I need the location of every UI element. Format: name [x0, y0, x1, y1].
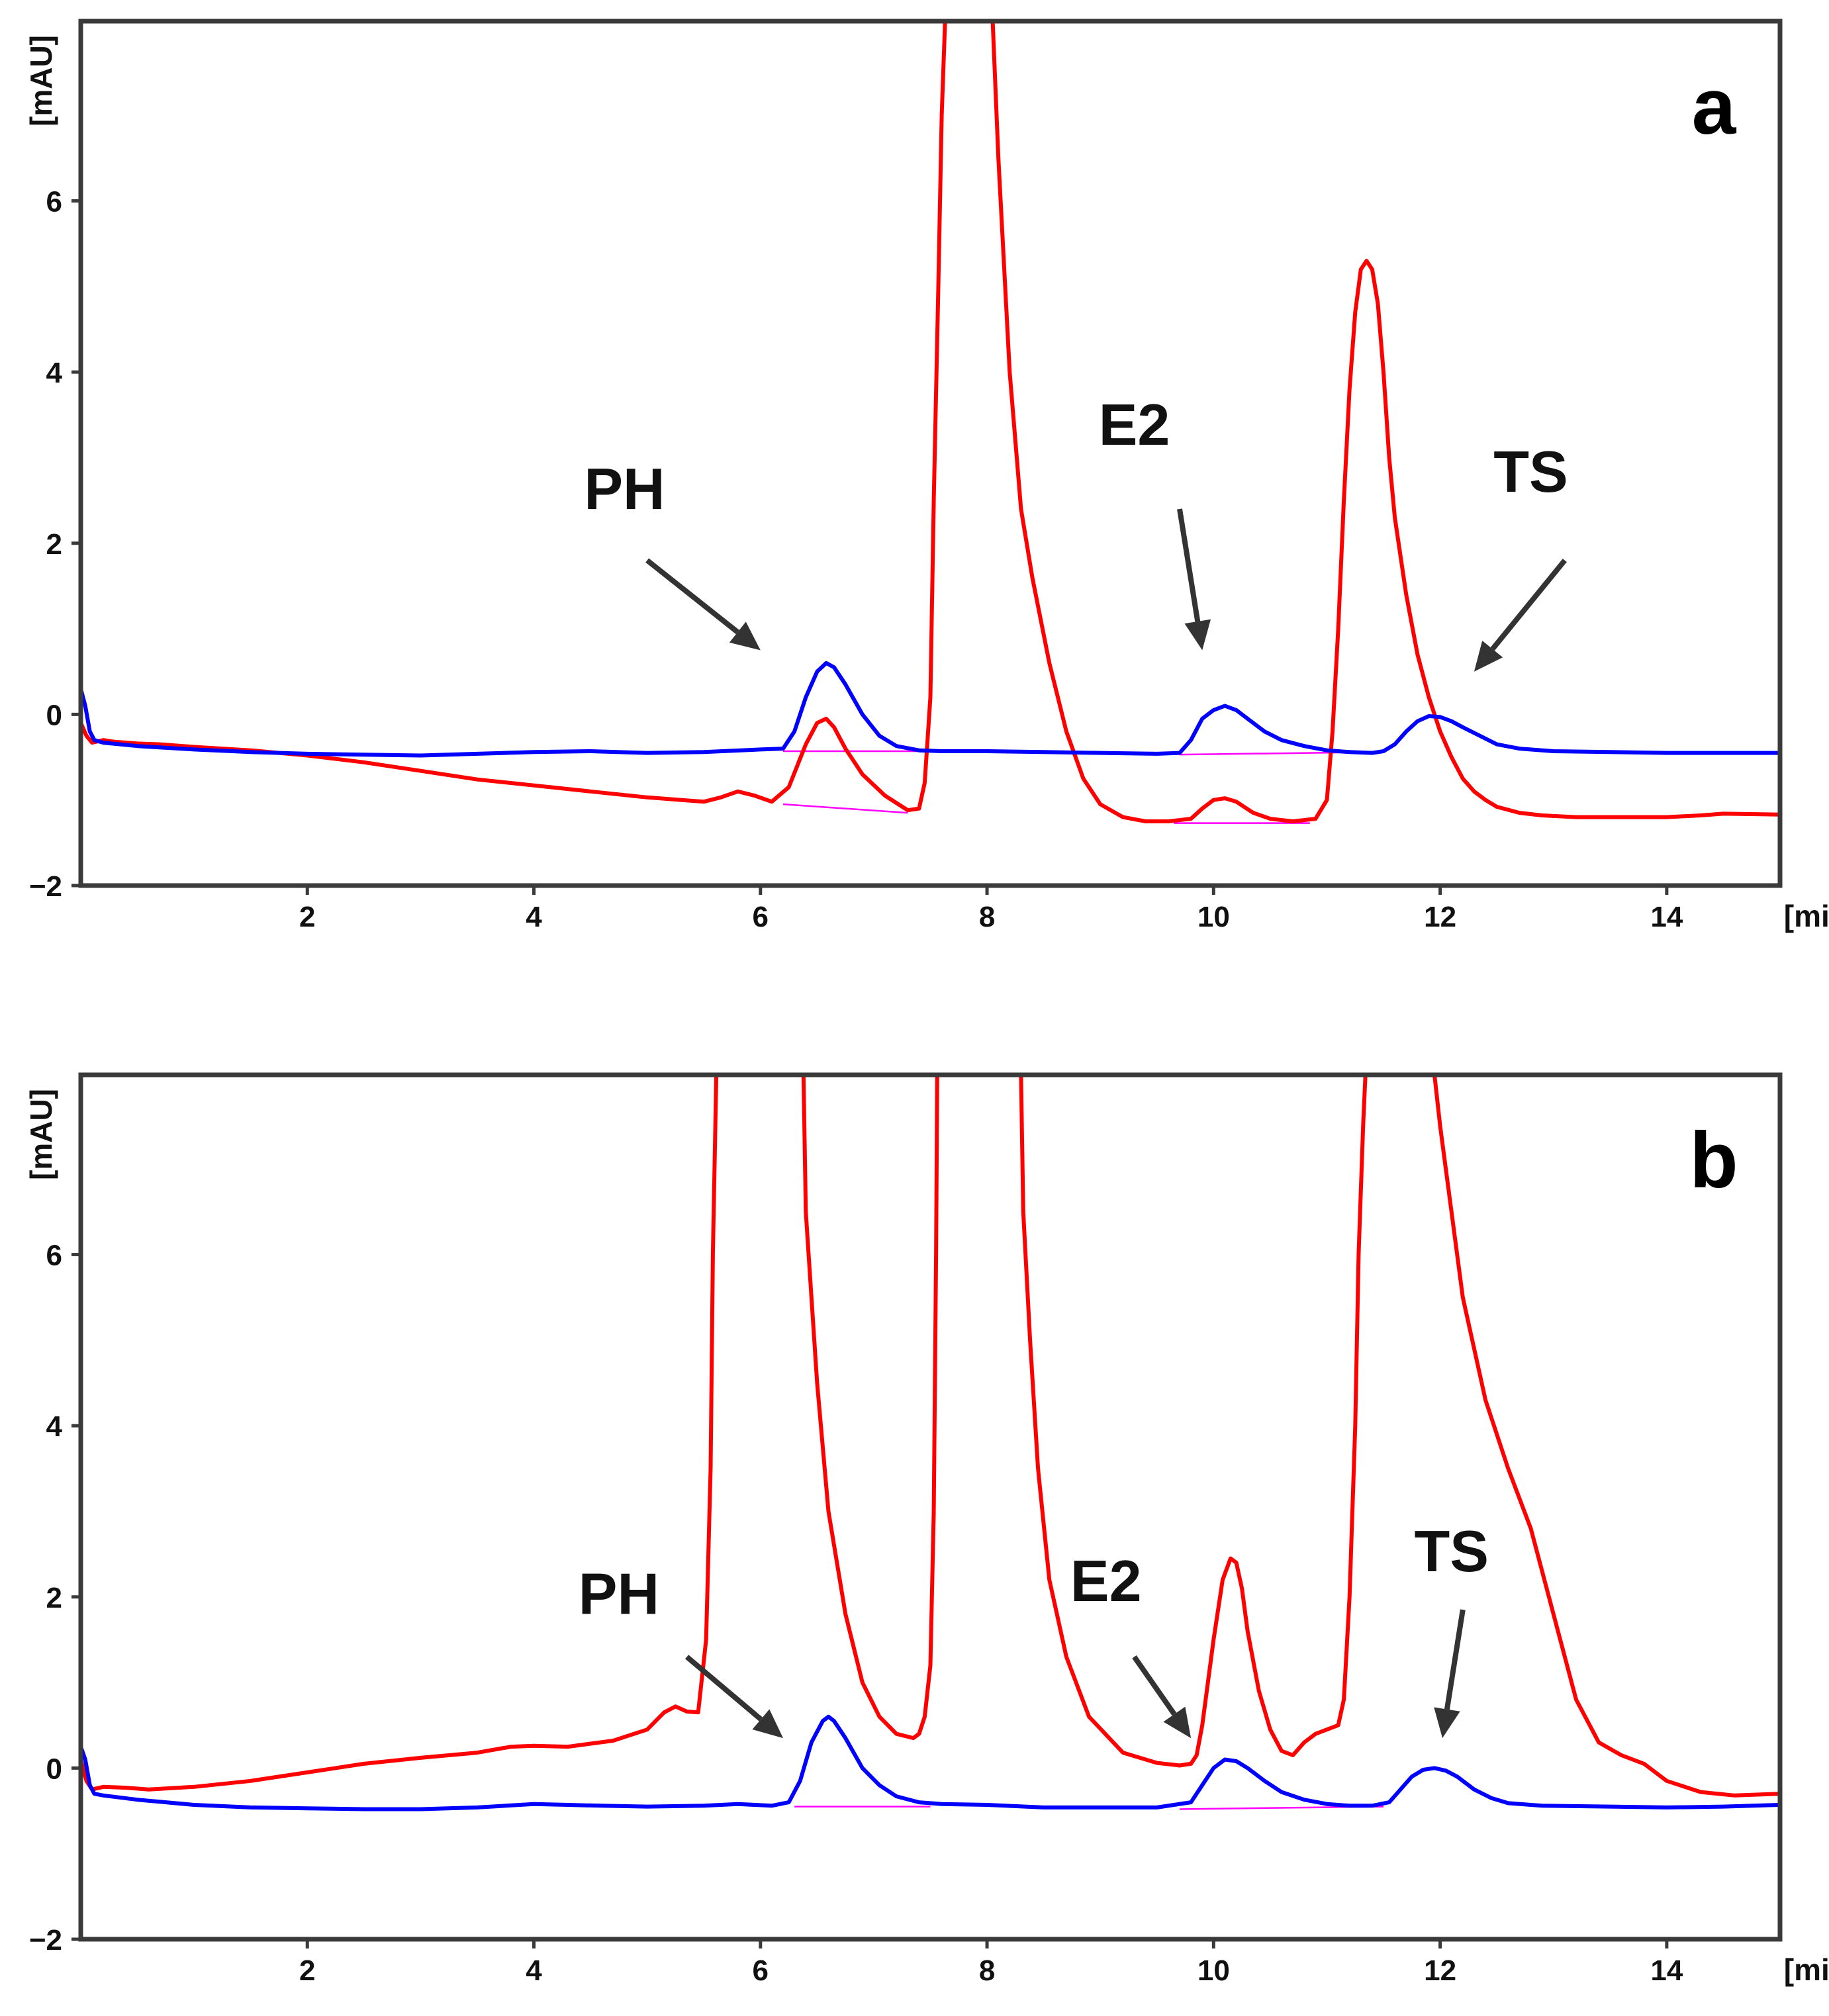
peak-label-e2: E2	[1070, 1548, 1142, 1614]
x-tick-label: 12	[1424, 901, 1456, 933]
plot-area	[81, 21, 1780, 824]
chart-panel-a: 2 4 6 8 10 12 14 −2 0 2 4 6 [min] [mAU] a PH E2 TS	[24, 19, 1829, 933]
x-axis-label: [min]	[1784, 1952, 1829, 1987]
y-tick-label: 2	[46, 528, 62, 561]
x-axis-label: [min]	[1784, 899, 1829, 933]
annotation-arrow-head	[1184, 619, 1211, 651]
y-tick-label: −2	[29, 870, 62, 903]
peak-label-ph: PH	[584, 456, 665, 522]
plot-frame	[78, 19, 1783, 888]
x-tick-label: 8	[979, 901, 995, 933]
y-tick-label: 0	[46, 1753, 62, 1785]
annotation-arrow-shaft	[1132, 1655, 1177, 1716]
annotation-arrow-head	[1434, 1707, 1460, 1739]
x-tick-label: 2	[299, 1954, 315, 1987]
annotation-arrow-shaft	[645, 558, 739, 635]
x-tick-label: 4	[526, 1954, 542, 1987]
x-tick-label: 6	[753, 901, 769, 933]
x-tick-label: 6	[753, 1954, 769, 1987]
y-tick-label: 4	[46, 357, 63, 389]
annotation-arrow-shaft	[684, 1655, 763, 1721]
annotation-arrow-head	[729, 621, 761, 651]
peak-label-e2: E2	[1099, 392, 1170, 457]
annotation-arrow-head	[752, 1709, 783, 1739]
y-axis-label: [mAU]	[24, 1089, 58, 1180]
panel-label: b	[1689, 1116, 1738, 1205]
panel-label: a	[1692, 62, 1737, 151]
annotation-arrow-shaft	[1490, 559, 1567, 651]
y-tick-label: 2	[46, 1582, 62, 1614]
annotation-arrow-head	[1474, 641, 1503, 672]
x-tick-label: 8	[979, 1954, 995, 1987]
chart-panel-b: 2 4 6 8 10 12 14 −2 0 2 4 6 [min] [mAU] b PH E2 TS	[24, 1072, 1829, 1987]
x-tick-label: 14	[1650, 901, 1683, 933]
annotation-arrow-shaft	[1177, 508, 1201, 622]
y-tick-label: 6	[46, 1240, 62, 1272]
annotation-arrow-head	[1163, 1706, 1192, 1739]
plot-frame	[78, 1072, 1783, 1942]
y-tick-label: 0	[46, 699, 62, 731]
x-tick-label: 10	[1197, 1954, 1230, 1987]
y-tick-label: −2	[29, 1924, 62, 1956]
series-line-red	[81, 21, 1780, 823]
annotation-arrow-shaft	[1444, 1609, 1466, 1710]
peak-label-ts: TS	[1493, 439, 1568, 504]
plot-area	[81, 1075, 1780, 1811]
y-tick-label: 4	[46, 1410, 63, 1443]
integration-baseline	[782, 803, 908, 814]
y-axis-label: [mAU]	[24, 35, 58, 126]
x-tick-label: 12	[1424, 1954, 1456, 1987]
x-tick-label: 10	[1197, 901, 1230, 933]
series-line-red	[81, 1075, 1780, 1798]
x-tick-label: 2	[299, 901, 315, 933]
series-line-blue	[81, 1714, 1780, 1811]
series-line-blue	[81, 661, 1780, 758]
x-tick-label: 14	[1650, 1954, 1683, 1987]
peak-label-ph: PH	[579, 1561, 659, 1627]
peak-label-ts: TS	[1414, 1518, 1488, 1584]
y-tick-label: 6	[46, 186, 62, 218]
x-tick-label: 4	[526, 901, 542, 933]
